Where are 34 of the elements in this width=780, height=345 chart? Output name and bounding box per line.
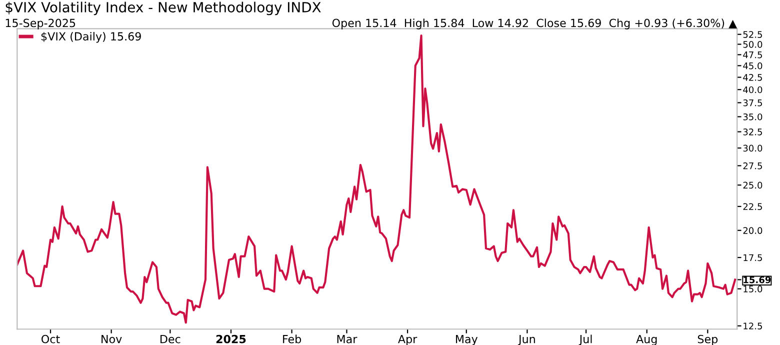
y-tick-label: 25.0 [743, 182, 762, 189]
x-tick-label: Apr [398, 335, 418, 345]
annotation: Open 15.14 High 15.84 Low 14.92 Close 15.69 Chg +0.93 (+6.30%) ▲ [332, 18, 738, 30]
y-tick-label: 20.0 [743, 227, 762, 234]
y-tick-label: 15.0 [744, 286, 762, 292]
y-tick-label: 50.0 [743, 40, 762, 48]
x-tick-label: Jun [518, 335, 535, 345]
y-tick-label: 40.0 [743, 86, 762, 94]
y-tick-label: 17.5 [744, 254, 762, 262]
x-tick-label: Mar [337, 335, 358, 344]
x-tick-label: Jul [578, 334, 592, 345]
y-tick-label: 35.0 [743, 113, 762, 120]
x-tick-label: Nov [102, 335, 122, 344]
x-tick-label: Feb [283, 334, 302, 344]
chart-title: $VIX Volatility Index - New Methodology INDX [6, 2, 321, 16]
x-tick-label: Oct [42, 334, 60, 344]
y-tick-label: 45.0 [743, 62, 762, 70]
y-tick-label: 52.5 [743, 31, 762, 38]
chart-subtitle: 15-Sep-2025 [6, 18, 76, 30]
y-tick-label: 32.5 [743, 128, 762, 136]
y-tick-label: 22.5 [743, 203, 762, 210]
y-tick-label: 30.0 [743, 144, 762, 152]
y-tick-label: 12.5 [744, 322, 762, 330]
x-tick-label: 2025 [216, 334, 246, 344]
y-tick-label: 27.5 [743, 162, 762, 170]
y-tick-label: 37.5 [743, 99, 762, 106]
x-tick-label: Dec [160, 335, 180, 344]
y-tick-label: 47.5 [743, 52, 762, 58]
legend-label: $VIX (Daily) 15.69 [41, 32, 141, 43]
x-tick-label: Aug [636, 335, 657, 345]
x-tick-label: Sep [698, 334, 718, 345]
y-tick-label: 42.5 [743, 74, 762, 81]
line-series [17, 34, 736, 324]
x-tick-label: May [456, 335, 478, 345]
